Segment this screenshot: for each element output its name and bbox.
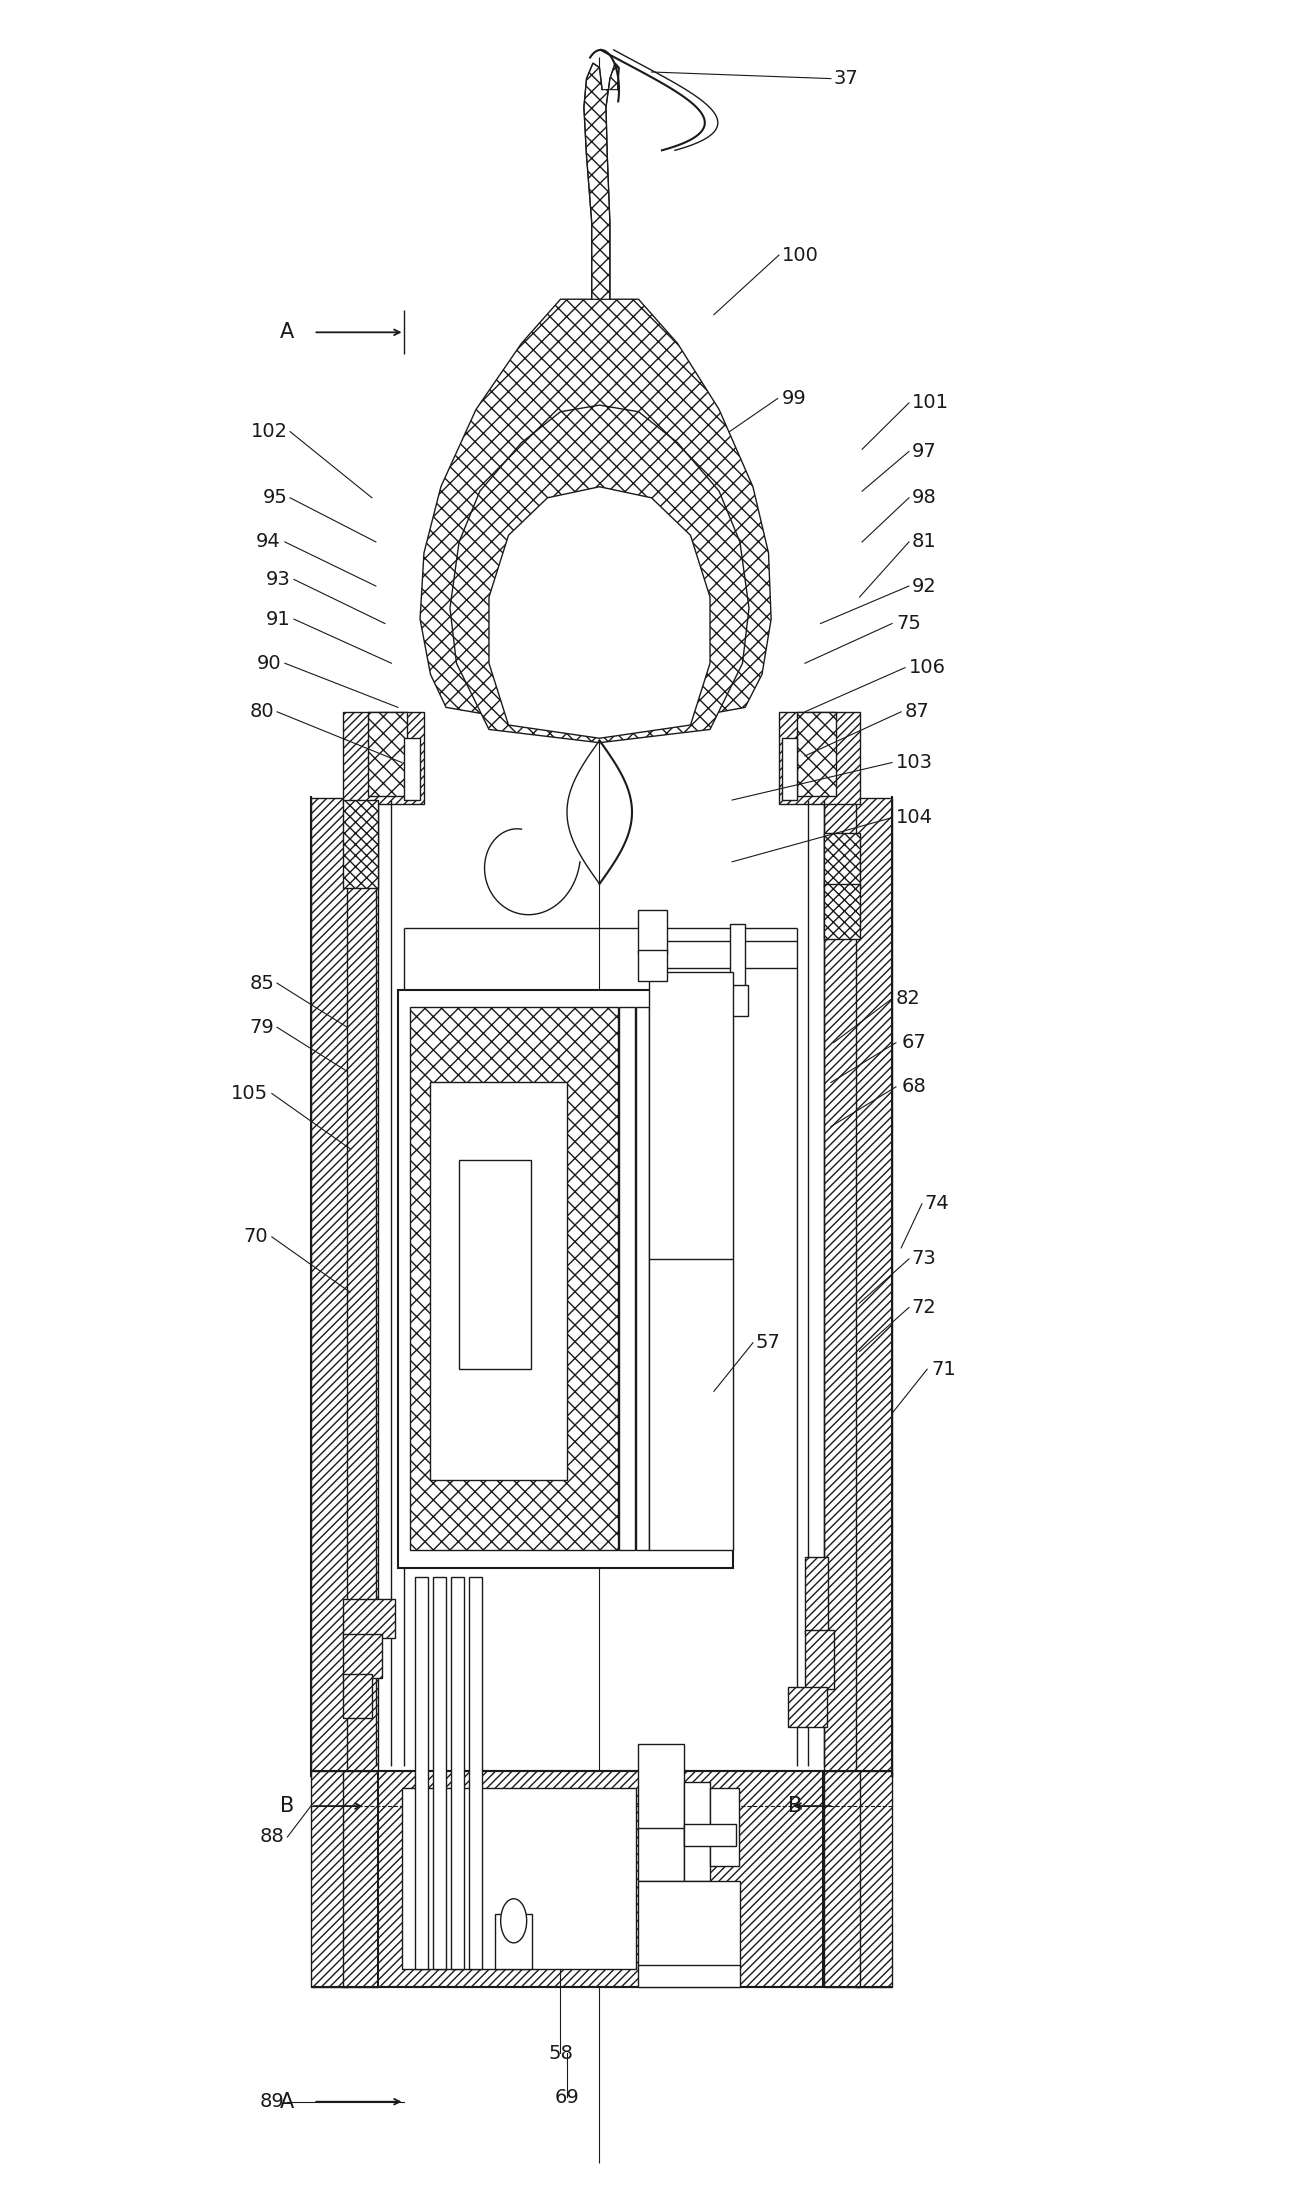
- Bar: [495, 1915, 532, 1970]
- Bar: [684, 1825, 736, 1847]
- Text: 74: 74: [925, 1195, 950, 1213]
- Text: 99: 99: [782, 389, 807, 409]
- Bar: [856, 797, 893, 1778]
- Bar: [825, 797, 860, 1778]
- Bar: [344, 797, 378, 1778]
- Text: 98: 98: [912, 488, 937, 508]
- Bar: [619, 1007, 635, 1551]
- Text: 92: 92: [912, 577, 937, 596]
- Text: 80: 80: [250, 702, 275, 722]
- Text: 101: 101: [912, 393, 949, 413]
- Text: 105: 105: [231, 1085, 268, 1102]
- Bar: [344, 1674, 371, 1719]
- Text: 106: 106: [909, 658, 946, 678]
- Bar: [727, 985, 748, 1016]
- Polygon shape: [489, 486, 710, 738]
- Text: 90: 90: [257, 654, 281, 674]
- Polygon shape: [584, 64, 619, 298]
- Bar: [311, 797, 347, 1778]
- Text: B: B: [788, 1796, 803, 1816]
- Polygon shape: [420, 298, 771, 733]
- Bar: [397, 990, 734, 1568]
- Bar: [344, 1635, 382, 1679]
- Bar: [684, 1783, 710, 1882]
- Text: 75: 75: [896, 614, 921, 634]
- Bar: [825, 884, 860, 939]
- Bar: [469, 1577, 482, 1970]
- Bar: [344, 800, 378, 888]
- Text: 82: 82: [896, 990, 921, 1007]
- Bar: [378, 1772, 823, 1986]
- Text: 88: 88: [261, 1827, 285, 1847]
- Text: 87: 87: [906, 702, 930, 722]
- Text: 70: 70: [244, 1228, 268, 1246]
- Bar: [710, 1789, 739, 1867]
- Text: 37: 37: [834, 68, 859, 88]
- Bar: [782, 738, 797, 800]
- Bar: [638, 1829, 684, 1882]
- Text: 81: 81: [912, 532, 937, 552]
- Text: 97: 97: [912, 442, 937, 462]
- Bar: [788, 1688, 827, 1727]
- Bar: [638, 950, 667, 981]
- Bar: [433, 1577, 446, 1970]
- Bar: [311, 1772, 347, 1986]
- Bar: [779, 711, 860, 804]
- Bar: [344, 1599, 395, 1639]
- Bar: [805, 1557, 829, 1635]
- Bar: [344, 711, 423, 804]
- Polygon shape: [450, 404, 749, 742]
- Text: 72: 72: [912, 1299, 937, 1317]
- Text: 102: 102: [250, 422, 288, 442]
- Text: B: B: [280, 1796, 294, 1816]
- Text: 73: 73: [912, 1250, 937, 1268]
- Text: 100: 100: [782, 245, 818, 265]
- Text: 68: 68: [902, 1078, 926, 1096]
- Bar: [409, 1007, 618, 1551]
- Text: 104: 104: [896, 808, 933, 826]
- Text: A: A: [280, 323, 294, 342]
- Text: A: A: [280, 2092, 294, 2112]
- Bar: [459, 1160, 530, 1370]
- Text: 93: 93: [266, 570, 291, 590]
- Text: 94: 94: [257, 532, 281, 552]
- Text: 71: 71: [932, 1361, 956, 1378]
- Bar: [638, 1882, 740, 1970]
- Bar: [404, 738, 420, 800]
- Bar: [856, 1772, 893, 1986]
- Bar: [401, 1789, 636, 1970]
- Bar: [636, 1007, 649, 1551]
- Circle shape: [500, 1900, 526, 1944]
- Bar: [825, 833, 860, 888]
- Text: 79: 79: [250, 1018, 275, 1036]
- Bar: [638, 1745, 684, 1833]
- Bar: [805, 1630, 834, 1690]
- Bar: [451, 1577, 464, 1970]
- Bar: [825, 1772, 860, 1986]
- Text: 89: 89: [261, 2092, 285, 2112]
- Text: 85: 85: [250, 974, 275, 992]
- Text: 67: 67: [902, 1034, 926, 1051]
- Bar: [414, 1577, 427, 1970]
- Text: 58: 58: [549, 2043, 573, 2063]
- Bar: [638, 910, 667, 954]
- Text: 69: 69: [555, 2088, 580, 2107]
- Bar: [367, 711, 407, 795]
- Bar: [649, 972, 734, 1551]
- Bar: [730, 923, 745, 990]
- Text: 57: 57: [756, 1334, 780, 1352]
- Bar: [344, 1772, 378, 1986]
- Bar: [797, 711, 837, 795]
- Bar: [430, 1082, 567, 1480]
- Text: 103: 103: [896, 753, 933, 771]
- Bar: [638, 1966, 740, 1986]
- Text: 95: 95: [263, 488, 288, 508]
- Text: 91: 91: [266, 610, 291, 630]
